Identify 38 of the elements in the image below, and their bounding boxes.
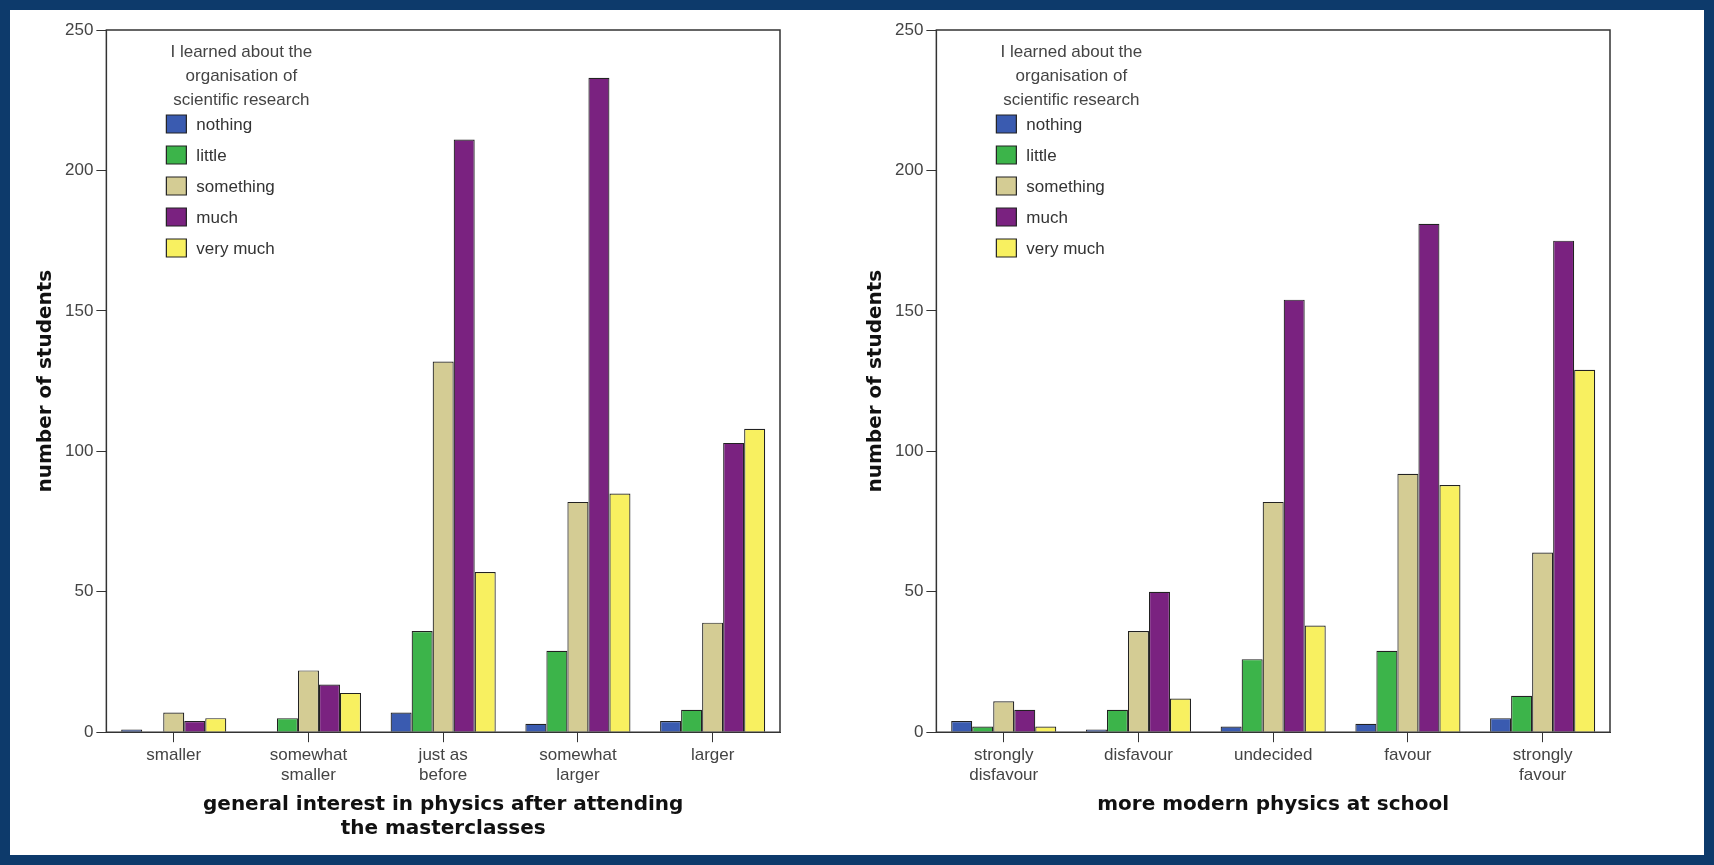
y-tick-label: 100: [894, 441, 924, 461]
y-tick-label: 250: [64, 19, 94, 39]
x-tick-label: disfavour: [1103, 745, 1174, 765]
legend-title: I learned about the organisation of scientific research: [1000, 41, 1143, 109]
y-axis-title: number of students: [862, 269, 887, 493]
y-tick-label: 200: [64, 160, 94, 180]
legend-label: little: [196, 145, 227, 165]
y-tick-label: 150: [64, 300, 94, 320]
x-tick-label: larger: [690, 745, 735, 765]
y-tick-label: 0: [83, 721, 94, 741]
x-tick-label: smaller: [146, 745, 202, 765]
x-tick-label: strongly disfavour: [969, 745, 1039, 785]
x-tick-label: favour: [1384, 745, 1432, 765]
x-tick-label: somewhat smaller: [269, 745, 348, 785]
y-axis-title: number of students: [32, 269, 57, 493]
x-tick-label: strongly favour: [1512, 745, 1573, 785]
y-tick-label: 250: [894, 19, 924, 39]
legend-label: little: [1026, 145, 1057, 165]
legend-label: much: [196, 207, 238, 227]
legend-title: I learned about the organisation of scientific research: [170, 41, 313, 109]
y-tick-label: 50: [904, 581, 924, 601]
legend-label: nothing: [1026, 114, 1083, 134]
legend-label: something: [196, 176, 275, 196]
legend-label: much: [1026, 207, 1068, 227]
y-tick-label: 150: [894, 300, 924, 320]
x-tick-label: somewhat larger: [539, 745, 617, 785]
x-axis-title: more modern physics at school: [1097, 791, 1450, 816]
y-tick-label: 50: [74, 581, 94, 601]
x-tick-label: just as before: [417, 745, 468, 785]
y-tick-label: 100: [64, 441, 94, 461]
y-tick-label: 0: [913, 721, 924, 741]
x-axis-title: general interest in physics after attending the masterclasses: [202, 791, 684, 840]
legend-label: very much: [196, 238, 275, 258]
legend-label: nothing: [196, 114, 253, 134]
legend-label: very much: [1026, 238, 1105, 258]
x-tick-label: undecided: [1233, 745, 1313, 765]
legend-label: something: [1026, 176, 1105, 196]
y-tick-label: 200: [894, 160, 924, 180]
